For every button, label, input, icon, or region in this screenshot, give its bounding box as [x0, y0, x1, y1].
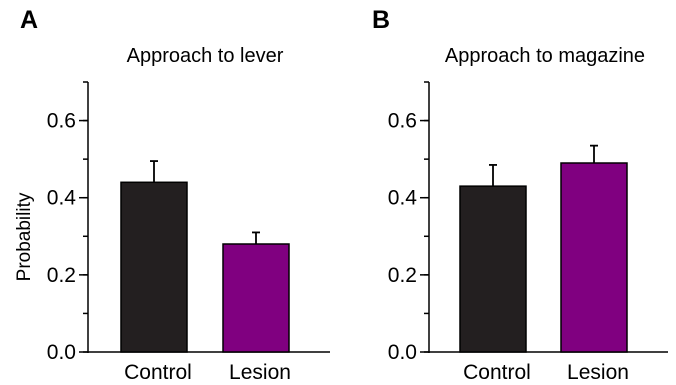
y-tick-label: 0.4: [388, 187, 418, 210]
bar-control: [459, 185, 527, 353]
panel-a: A Approach to lever Probability 0.0 0.2 0.4 0.…: [14, 6, 330, 384]
x-category-label: Lesion: [229, 361, 291, 384]
y-axis-label: Probability: [14, 192, 35, 281]
bar-control: [120, 181, 188, 353]
y-tick-label: 0.2: [388, 264, 417, 287]
y-tick-label: 0.2: [47, 264, 76, 287]
x-category-label: Control: [124, 361, 192, 384]
panel-title: Approach to lever: [127, 45, 284, 67]
y-tick-label: 0.6: [388, 110, 417, 133]
bar-lesion: [560, 162, 628, 353]
panel-letter: A: [20, 6, 38, 34]
panel-b: B Approach to magazine 0.0 0.2 0.4 0.6 Control…: [372, 6, 668, 384]
y-tick-label: 0.0: [388, 341, 417, 364]
panel-title: Approach to magazine: [445, 45, 645, 67]
x-category-label: Control: [463, 361, 531, 384]
x-category-label: Lesion: [567, 361, 629, 384]
panel-letter: B: [372, 6, 390, 34]
y-tick-label: 0.4: [47, 187, 77, 210]
y-tick-label: 0.0: [47, 341, 76, 364]
bar-lesion: [222, 243, 290, 353]
y-tick-label: 0.6: [47, 110, 76, 133]
